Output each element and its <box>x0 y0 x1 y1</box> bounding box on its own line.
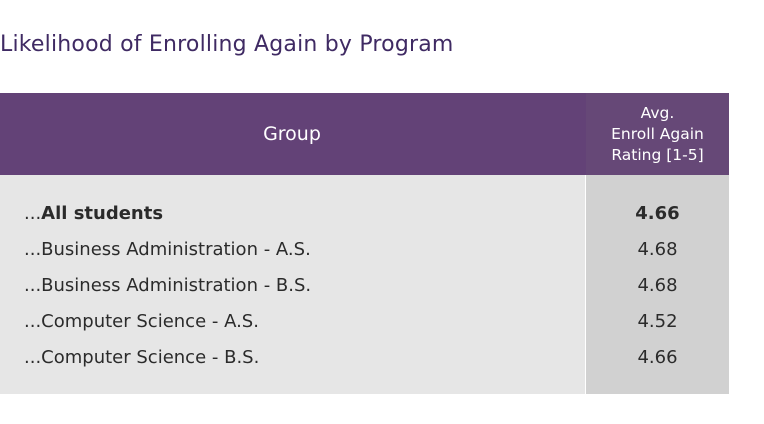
rating-cell: 4.52 <box>637 310 678 332</box>
table-header: Group Avg. Enroll Again Rating [1-5] <box>0 93 729 175</box>
chart-title: Likelihood of Enrolling Again by Program <box>0 32 454 57</box>
rating-cell: 4.68 <box>637 238 678 260</box>
table-row: ... Business Administration - A.S. 4.68 <box>0 231 729 267</box>
group-name: All students <box>41 202 164 224</box>
group-name: Computer Science - A.S. <box>41 310 259 332</box>
rating-cell: 4.68 <box>637 274 678 296</box>
table-row: ... Computer Science - A.S. 4.52 <box>0 303 729 339</box>
table-row: ... Business Administration - B.S. 4.68 <box>0 267 729 303</box>
group-name: Computer Science - B.S. <box>41 346 260 368</box>
group-prefix: ... <box>24 274 42 296</box>
rating-cell: 4.66 <box>635 202 680 224</box>
group-prefix: ... <box>24 238 42 260</box>
column-header-group: Group <box>263 123 321 145</box>
column-header-rating: Avg. Enroll Again Rating [1-5] <box>586 93 729 175</box>
group-prefix: ... <box>24 346 42 368</box>
group-cell: ... All students <box>24 195 163 231</box>
group-name: Business Administration - B.S. <box>41 274 312 296</box>
group-cell: ... Business Administration - B.S. <box>24 267 311 303</box>
group-prefix: ... <box>24 202 42 224</box>
group-name: Business Administration - A.S. <box>41 238 311 260</box>
rating-cell: 4.66 <box>637 346 678 368</box>
group-column-body <box>0 175 585 394</box>
group-cell: ... Computer Science - A.S. <box>24 303 259 339</box>
group-prefix: ... <box>24 310 42 332</box>
rating-column-body <box>586 175 729 394</box>
group-cell: ... Computer Science - B.S. <box>24 339 259 375</box>
group-cell: ... Business Administration - A.S. <box>24 231 311 267</box>
table-row: ... All students 4.66 <box>0 195 729 231</box>
data-table: Group Avg. Enroll Again Rating [1-5] ...… <box>0 93 729 394</box>
column-header-rating-label: Avg. Enroll Again Rating [1-5] <box>611 103 704 164</box>
table-row: ... Computer Science - B.S. 4.66 <box>0 339 729 375</box>
